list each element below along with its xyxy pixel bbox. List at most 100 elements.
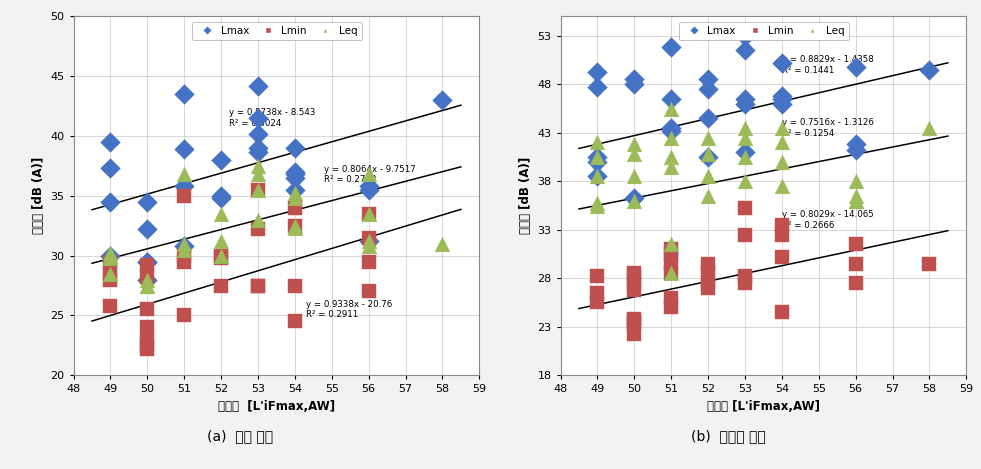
Point (737, 204, 752, 212)
Point (590, 139, 605, 146)
Point (663, 44, 679, 51)
Point (250, 130, 266, 137)
Point (737, 231, 752, 238)
Point (737, 148, 752, 156)
Point (700, 270, 716, 277)
Point (627, 280, 643, 287)
Text: y = 0.8029x - 14.065
R² = 0.2666: y = 0.8029x - 14.065 R² = 0.2666 (782, 211, 874, 230)
Point (250, 82, 266, 90)
Point (139, 273, 155, 281)
Point (663, 294, 679, 302)
Text: y = 0.8829x - 1.4358
R² = 0.1441: y = 0.8829x - 1.4358 R² = 0.1441 (782, 55, 874, 75)
Point (103, 250, 119, 257)
Point (361, 242, 377, 250)
Point (250, 186, 266, 194)
Point (139, 258, 155, 265)
Point (590, 83, 605, 91)
Point (103, 165, 119, 172)
Point (774, 59, 790, 67)
Point (103, 198, 119, 205)
Point (627, 331, 643, 338)
Point (663, 270, 679, 277)
Point (590, 289, 605, 296)
Point (700, 173, 716, 180)
Point (737, 280, 752, 287)
Point (774, 253, 790, 261)
Point (177, 192, 192, 200)
Point (737, 272, 752, 280)
Point (700, 151, 716, 158)
Text: (b)  뒤꽁치 보행: (b) 뒤꽁치 보행 (691, 429, 765, 443)
Point (627, 81, 643, 88)
Point (213, 282, 229, 289)
Point (627, 270, 643, 277)
Point (213, 254, 229, 262)
Point (774, 231, 790, 238)
Point (627, 318, 643, 325)
Point (103, 252, 119, 259)
Point (590, 173, 605, 180)
Point (774, 124, 790, 132)
Point (663, 270, 679, 277)
Point (103, 254, 119, 262)
Point (287, 224, 303, 232)
Point (700, 284, 716, 292)
Point (250, 114, 266, 122)
Point (590, 68, 605, 76)
Point (250, 148, 266, 155)
Point (139, 258, 155, 265)
Point (287, 282, 303, 289)
Point (103, 138, 119, 146)
Point (663, 241, 679, 248)
Text: y = 0.8064x - 9.7517
R² = 0.2778: y = 0.8064x - 9.7517 R² = 0.2778 (325, 165, 416, 184)
Point (627, 286, 643, 294)
Point (921, 260, 937, 267)
Point (177, 312, 192, 319)
Point (737, 100, 752, 107)
Point (139, 198, 155, 205)
Point (848, 146, 863, 154)
Point (103, 258, 119, 265)
Point (361, 210, 377, 218)
Point (774, 309, 790, 316)
Point (213, 237, 229, 245)
Point (287, 174, 303, 182)
Point (774, 95, 790, 103)
Point (774, 139, 790, 146)
Point (213, 156, 229, 164)
Point (590, 173, 605, 180)
Point (737, 124, 752, 132)
Point (627, 194, 643, 202)
Point (250, 186, 266, 194)
Point (250, 226, 266, 233)
Point (774, 100, 790, 107)
Point (287, 204, 303, 212)
Point (287, 144, 303, 152)
Point (848, 241, 863, 248)
Point (848, 197, 863, 204)
Point (213, 192, 229, 200)
Point (177, 242, 192, 250)
Text: y = 0.9338x - 20.76
R² = 0.2911: y = 0.9338x - 20.76 R² = 0.2911 (306, 300, 392, 319)
Point (103, 270, 119, 277)
Point (177, 240, 192, 248)
Point (663, 250, 679, 258)
Legend: Lmax, Lmin, Leq: Lmax, Lmin, Leq (679, 22, 849, 40)
Point (590, 202, 605, 209)
Point (663, 163, 679, 170)
Point (250, 282, 266, 289)
Point (700, 134, 716, 141)
Point (287, 318, 303, 325)
Point (177, 258, 192, 265)
Point (921, 124, 937, 132)
Point (361, 237, 377, 245)
Point (700, 280, 716, 287)
Point (435, 97, 450, 104)
X-axis label: 뱅머신  [L'iFmax,AW]: 뱅머신 [L'iFmax,AW] (218, 400, 336, 413)
Y-axis label: 소음도 [dB (A)]: 소음도 [dB (A)] (519, 157, 532, 234)
Point (590, 153, 605, 161)
Point (627, 318, 643, 325)
Point (139, 282, 155, 289)
Point (700, 153, 716, 161)
Point (139, 226, 155, 233)
